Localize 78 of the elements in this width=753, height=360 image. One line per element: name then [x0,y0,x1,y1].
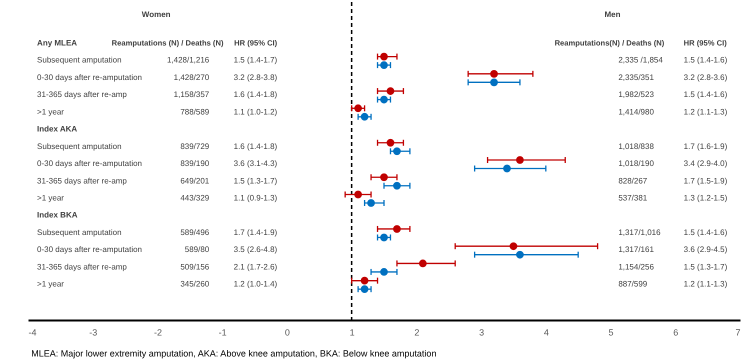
y-tick-label: 31-365 days after re-amp [37,262,128,272]
annotation: 1,428/270 [174,72,210,82]
annotation: 887/599 [618,280,648,289]
annotation: 589/496 [180,228,210,237]
annotation: 1,018/190 [618,159,654,168]
annotation: 3.2 (2.8-3.8) [234,72,278,82]
y-tick-label: 0-30 days after re-amputation [37,72,142,82]
annotation: 828/267 [618,176,648,186]
annotation: 1.6 (1.4-1.8) [234,90,278,100]
annotation: 1.2 (1.0-1.4) [234,280,278,289]
annotation: 2,335 /1,854 [618,56,664,65]
annotation: 537/381 [618,193,648,202]
y-tick-label: Index AKA [37,124,78,134]
x-tick-label: 3 [479,328,484,338]
annotation: 1,158/357 [174,90,210,100]
x-tick-label: 4 [544,328,549,338]
annotation: 1,982/523 [618,90,654,100]
x-tick-label: 6 [673,328,678,338]
annotation: 1.7 (1.4-1.9) [234,228,278,237]
text: MLEA: Major lower extremity amputation, AKA: Above knee amputation, BKA: Below knee amputation [31,348,436,359]
y-tick-label: >1 year [37,193,64,202]
x-tick-label: 5 [608,328,614,338]
annotation: 1.5 (1.4-1.7) [234,56,278,65]
annotation: 1,428/1,216 [166,56,210,65]
annotation: 509/156 [180,262,210,272]
text: Men [604,10,621,19]
annotation: 788/589 [180,107,210,116]
annotation: 1.2 (1.1-1.3) [684,280,728,289]
annotation: 1.5 (1.3-1.7) [684,262,728,272]
annotation: 1.5 (1.4-1.6) [684,90,728,100]
y-tick-label: Index BKA [37,210,78,220]
x-tick-label: 2 [414,328,420,338]
y-tick-label: Subsequent amputation [37,56,122,65]
annotation: 1.1 (0.9-1.3) [234,193,278,202]
y-tick-label: 0-30 days after re-amputation [37,245,142,254]
annotation: 443/329 [180,193,210,202]
annotation: 345/260 [180,280,210,289]
x-tick-label: -2 [154,328,162,338]
annotation: 1.5 (1.4-1.6) [684,56,728,65]
x-tick-label: -4 [28,328,37,338]
x-tick-label: -3 [89,328,98,338]
annotation: 1,018/838 [618,142,654,151]
annotation: 2.1 (1.7-2.6) [234,262,278,272]
y-tick-label: Subsequent amputation [37,228,122,237]
annotation: 1.7 (1.6-1.9) [684,142,728,151]
annotation: 1.5 (1.3-1.7) [234,176,278,186]
annotation: 839/190 [180,159,210,168]
x-tick-label: 0 [284,328,290,338]
y-tick-label: 0-30 days after re-amputation [37,159,142,168]
annotation: 3.2 (2.8-3.6) [684,72,728,82]
annotation: 3.6 (2.9-4.5) [684,245,728,254]
annotation: 1,414/980 [618,107,654,116]
text: Women [142,10,171,19]
y-tick-label: Subsequent amputation [37,142,122,151]
annotation: 589/80 [184,245,210,254]
annotation: 1.7 (1.5-1.9) [684,176,728,186]
y-tick-label: Any MLEA [37,38,78,48]
x-tick-label: 7 [735,328,740,338]
y-tick-label: 31-365 days after re-amp [37,176,128,186]
annotation: 1.2 (1.1-1.3) [684,107,728,116]
y-tick-label: >1 year [37,280,64,289]
annotation: 649/201 [180,176,210,186]
annotation: 1.1 (1.0-1.2) [234,107,278,116]
annotation: 3.5 (2.6-4.8) [234,245,278,254]
annotation: 839/729 [180,142,210,151]
annotation: 1.5 (1.4-1.6) [684,228,728,237]
x-tick-label: 1 [350,328,355,338]
x-tick-label: -1 [218,328,227,338]
annotation: 3.6 (3.1-4.3) [234,159,278,168]
annotation: 1.6 (1.4-1.8) [234,142,278,151]
annotation: 1.3 (1.2-1.5) [684,193,728,202]
annotation: 1,317/161 [618,245,654,254]
annotation: 3.4 (2.9-4.0) [684,159,728,168]
y-tick-label: >1 year [37,107,64,116]
y-tick-label: 31-365 days after re-amp [37,90,128,100]
annotation: 1,317/1,016 [618,228,662,237]
annotation: 2,335/351 [618,72,654,82]
annotation: 1,154/256 [618,262,654,272]
